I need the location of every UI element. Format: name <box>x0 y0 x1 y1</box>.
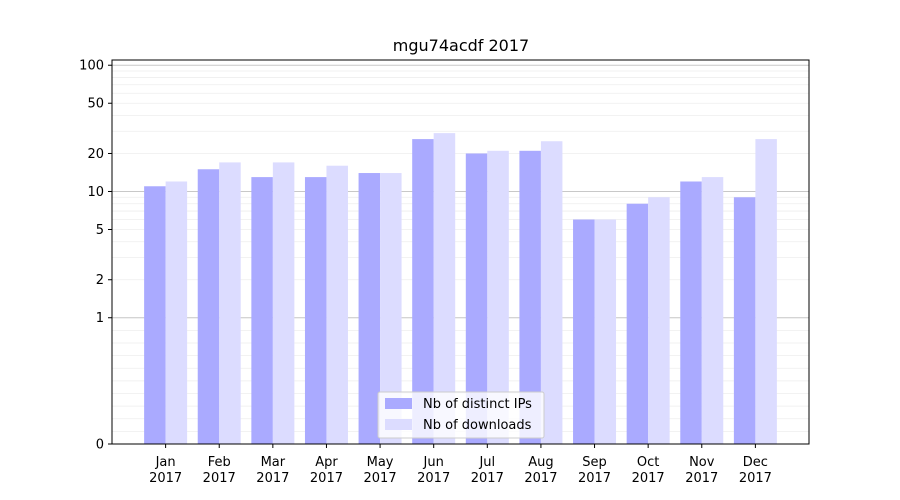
bar-ips <box>519 150 541 444</box>
bar-ips <box>144 186 166 445</box>
y-tick-label: 5 <box>96 223 104 238</box>
legend-label-downloads: Nb of downloads <box>423 418 532 433</box>
y-tick-label: 2 <box>96 273 104 288</box>
bar-downloads <box>380 173 402 444</box>
x-tick-label-year: 2017 <box>149 471 182 486</box>
y-tick-label: 0 <box>96 438 104 453</box>
axes: 0125102050100Jan2017Feb2017Mar2017Apr201… <box>79 59 810 486</box>
x-tick-label-month: Jan <box>155 455 176 470</box>
bar-downloads <box>433 133 456 445</box>
bar-ips <box>573 219 595 444</box>
legend-swatch-ips <box>385 398 412 409</box>
bar-ips <box>197 169 220 444</box>
bar-downloads <box>701 177 724 445</box>
x-tick-label-year: 2017 <box>364 471 397 486</box>
bar-downloads <box>594 219 617 444</box>
y-tick-label: 100 <box>79 59 104 74</box>
x-tick-label-month: May <box>367 455 394 470</box>
bar-ips <box>465 153 488 444</box>
x-tick-label-month: Nov <box>689 455 715 470</box>
bar-downloads <box>487 150 509 444</box>
x-tick-label-month: Dec <box>743 455 768 470</box>
x-tick-label-month: Mar <box>261 455 286 470</box>
x-tick-label-year: 2017 <box>632 471 665 486</box>
bar-downloads <box>165 181 188 444</box>
y-tick-label: 50 <box>87 97 104 112</box>
bar-downloads <box>540 141 563 444</box>
bar-downloads <box>648 197 670 444</box>
bar-ips <box>304 177 327 445</box>
x-tick-label-month: Jun <box>423 455 444 470</box>
x-tick-label-month: Oct <box>637 455 659 470</box>
x-tick-label-year: 2017 <box>471 471 504 486</box>
x-tick-label-month: Sep <box>582 455 607 470</box>
bar-downloads <box>755 139 777 444</box>
bar-ips <box>626 203 649 444</box>
legend-swatch-downloads <box>385 419 412 430</box>
x-tick-label-year: 2017 <box>739 471 772 486</box>
x-tick-label-month: Aug <box>528 455 553 470</box>
y-tick-label: 10 <box>87 185 104 200</box>
x-tick-label-year: 2017 <box>524 471 557 486</box>
x-tick-label-year: 2017 <box>417 471 450 486</box>
bar-downloads <box>326 165 348 444</box>
x-tick-label-year: 2017 <box>578 471 611 486</box>
y-tick-label: 1 <box>96 311 104 326</box>
legend-label-ips: Nb of distinct IPs <box>423 397 532 412</box>
bars <box>144 133 777 445</box>
bar-ips <box>251 177 273 445</box>
legend-box <box>377 391 545 439</box>
bar-ips <box>733 197 756 444</box>
bar-downloads <box>219 162 241 444</box>
x-tick-label-month: Feb <box>208 455 231 470</box>
y-tick-label: 20 <box>87 147 104 162</box>
plot-frame <box>111 59 810 445</box>
x-tick-label-month: Apr <box>315 455 338 470</box>
bar-ips <box>412 139 434 444</box>
legend: Nb of distinct IPs Nb of downloads <box>377 391 545 439</box>
x-tick-label-year: 2017 <box>310 471 343 486</box>
x-tick-label-year: 2017 <box>685 471 718 486</box>
bar-ips <box>680 181 702 444</box>
bar-downloads <box>272 162 295 444</box>
x-tick-label-year: 2017 <box>203 471 236 486</box>
bar-ips <box>358 173 381 444</box>
x-tick-label-year: 2017 <box>256 471 289 486</box>
chart-title: mgu74acdf 2017 <box>393 36 529 55</box>
x-tick-label-month: Jul <box>478 455 495 470</box>
